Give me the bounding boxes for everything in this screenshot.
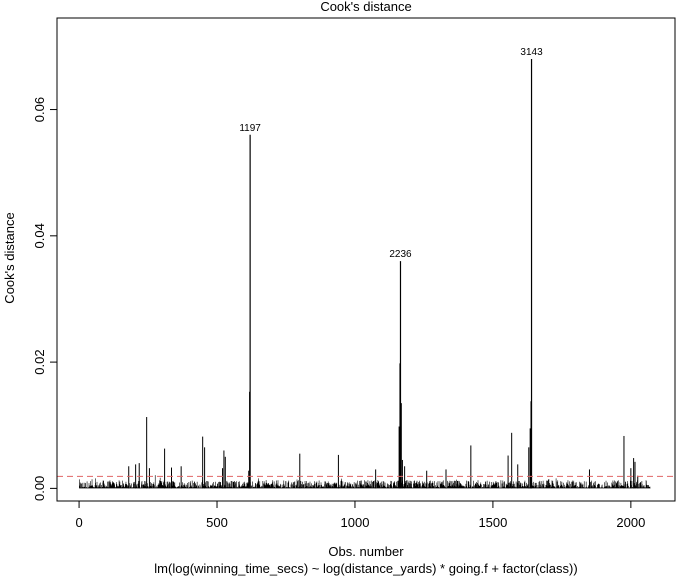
chart-title: Cook's distance [320,0,411,14]
point-label: 3143 [520,47,543,58]
y-tick-label: 0.04 [32,223,47,248]
point-label: 1197 [239,123,261,134]
x-axis-title: Obs. number [328,544,404,559]
x-tick-label: 2000 [616,515,645,530]
y-axis-title: Cook's distance [2,212,17,303]
point-label: 2236 [389,249,412,260]
y-axis: 0.00 0.02 0.04 0.06 [32,97,58,501]
x-tick-label: 1500 [478,515,507,530]
highlight-bars-group [128,59,639,489]
background-bars [79,475,651,489]
bars-group [79,475,651,489]
y-tick-label: 0.02 [32,349,47,374]
x-tick-label: 1000 [341,515,370,530]
y-tick-label: 0.00 [32,476,47,501]
y-tick-label: 0.06 [32,97,47,122]
x-tick-label: 0 [75,515,82,530]
x-tick-label: 500 [206,515,228,530]
point-labels-group: 1197 2236 3143 [239,47,543,260]
x-axis: 0 500 1000 1500 2000 [75,500,645,530]
chart-subtitle: lm(log(winning_time_secs) ~ log(distance… [154,561,577,576]
